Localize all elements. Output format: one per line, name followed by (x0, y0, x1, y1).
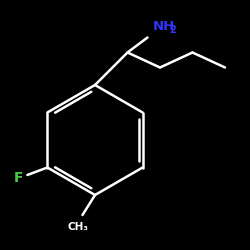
Text: CH₃: CH₃ (67, 222, 88, 232)
Text: F: F (14, 170, 23, 184)
Text: 2: 2 (169, 25, 175, 35)
Text: NH: NH (152, 20, 175, 32)
